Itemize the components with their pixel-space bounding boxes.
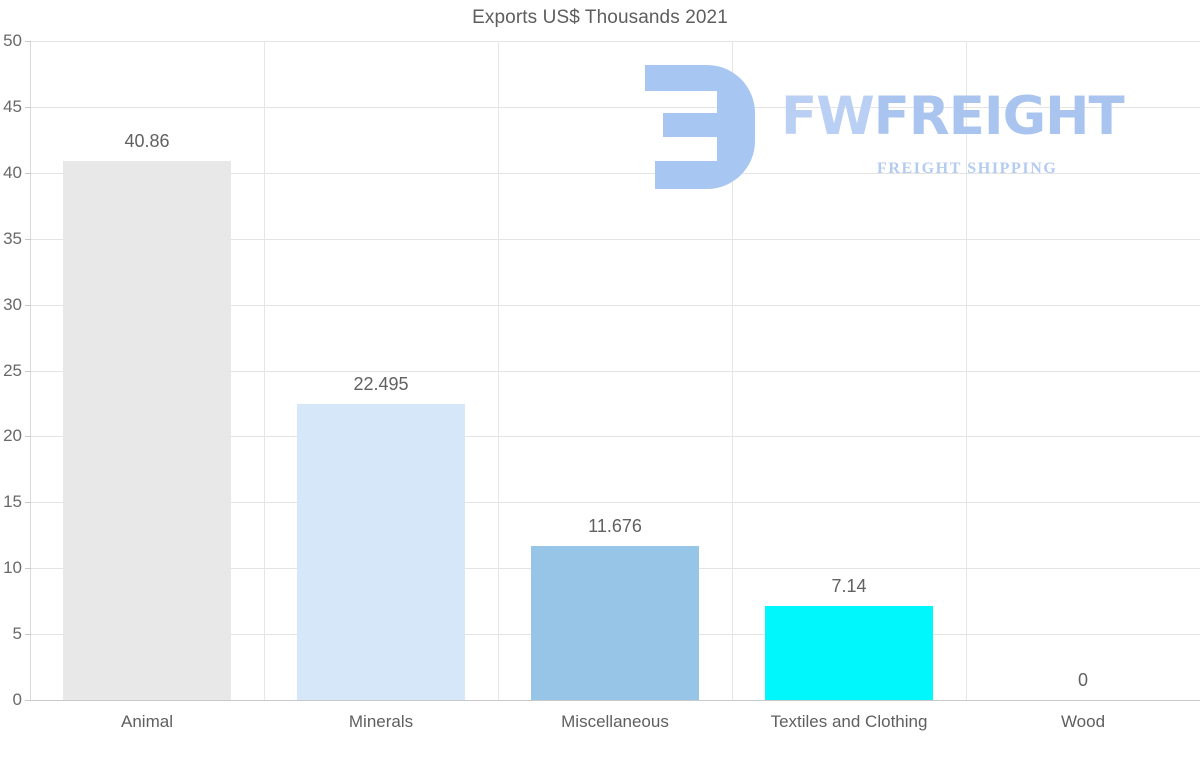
gridline-horizontal bbox=[30, 41, 1200, 42]
x-axis-category-label: Miscellaneous bbox=[561, 712, 669, 731]
y-axis-tick-label: 40 bbox=[3, 162, 22, 182]
x-axis-baseline bbox=[30, 700, 1200, 701]
x-axis-category-label: Animal bbox=[121, 712, 173, 731]
y-axis-tick-label: 30 bbox=[3, 294, 22, 314]
y-axis-tick-mark bbox=[25, 238, 31, 240]
y-axis-tick-mark bbox=[25, 172, 31, 174]
y-axis-tick-label: 50 bbox=[3, 31, 22, 50]
gridline-horizontal bbox=[30, 304, 1200, 306]
gridline-vertical bbox=[264, 41, 265, 700]
bar-value-label: 0 bbox=[1077, 670, 1088, 690]
gridline-horizontal bbox=[30, 502, 1200, 504]
bar-value-label: 11.676 bbox=[588, 516, 642, 537]
y-axis-tick-label: 15 bbox=[3, 492, 22, 512]
x-axis-category-label: Wood bbox=[1060, 712, 1106, 731]
bar[interactable] bbox=[530, 546, 700, 700]
chart-title: Exports US$ Thousands 2021 bbox=[472, 7, 728, 28]
y-axis-tick-mark bbox=[25, 700, 31, 701]
y-axis-tick-label: 25 bbox=[3, 360, 22, 380]
bar-value-label: 7.14 bbox=[831, 575, 867, 596]
y-axis-tick-mark bbox=[25, 41, 31, 42]
bar[interactable] bbox=[62, 161, 232, 700]
y-axis-tick-label: 5 bbox=[12, 624, 22, 644]
y-axis-tick-mark bbox=[25, 370, 31, 372]
gridline-horizontal bbox=[30, 370, 1200, 372]
y-axis-tick-mark bbox=[25, 502, 31, 504]
y-axis-tick-mark bbox=[25, 304, 31, 306]
gridline-horizontal bbox=[30, 172, 1200, 174]
gridline-vertical bbox=[732, 41, 733, 700]
y-axis-tick-label: 45 bbox=[3, 96, 22, 116]
bar[interactable] bbox=[764, 605, 934, 700]
y-axis-tick-mark bbox=[25, 568, 31, 570]
gridline-vertical bbox=[498, 41, 499, 700]
y-axis-tick-label: 0 bbox=[12, 690, 22, 709]
gridline-horizontal bbox=[30, 238, 1200, 240]
y-axis-tick-label: 10 bbox=[3, 558, 22, 578]
bar[interactable] bbox=[296, 403, 466, 700]
y-axis-tick-mark bbox=[25, 436, 31, 438]
y-axis-tick-mark bbox=[25, 634, 31, 636]
y-axis-tick-mark bbox=[25, 106, 31, 108]
gridline-horizontal bbox=[30, 106, 1200, 108]
bar-value-label: 22.495 bbox=[353, 373, 409, 394]
gridline-horizontal bbox=[30, 436, 1200, 438]
y-axis-tick-label: 20 bbox=[3, 426, 22, 446]
x-axis-category-label: Minerals bbox=[348, 712, 414, 731]
x-axis-category-label: Textiles and Clothing bbox=[770, 712, 928, 731]
bar-value-label: 40.86 bbox=[124, 131, 170, 152]
y-axis-tick-label: 35 bbox=[3, 228, 22, 248]
gridline-vertical bbox=[966, 41, 967, 700]
